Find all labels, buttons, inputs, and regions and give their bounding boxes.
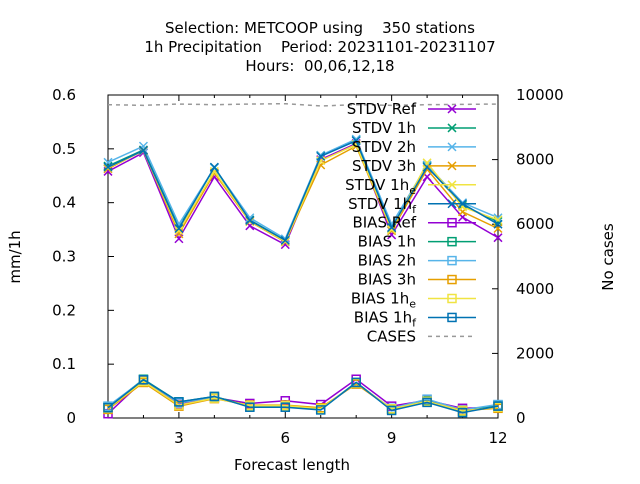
y-tick-label: 0.5 (52, 140, 76, 158)
legend-label-8: BIAS 2h (358, 252, 416, 270)
y-axis-label: mm/1h (6, 230, 24, 283)
series-4-point (174, 226, 184, 236)
series-5-point (103, 162, 113, 172)
series-5-point (493, 219, 503, 229)
series-5-point (387, 222, 397, 232)
series-line-0 (107, 142, 499, 246)
series-5-point (316, 151, 326, 161)
series-line-3 (107, 145, 499, 244)
legend-marker-2 (447, 142, 457, 152)
y-tick-label: 0.6 (52, 86, 76, 104)
series-line-12 (107, 102, 499, 107)
y-tick-label: 0 (66, 409, 76, 427)
series-11-point (422, 397, 432, 408)
y-tick-label: 0.4 (52, 194, 76, 212)
x-tick-label: 9 (387, 429, 397, 447)
chart-title-line-1: Selection: METCOOP using 350 stations (165, 19, 475, 37)
legend-marker-7 (447, 236, 457, 247)
series-line-5 (107, 139, 499, 242)
x-tick-label: 3 (174, 429, 184, 447)
legend-label-3: STDV 3h (352, 157, 416, 175)
series-11-point (493, 401, 503, 411)
legend-label-7: BIAS 1h (358, 233, 416, 251)
series-0-point (493, 233, 503, 243)
y2-tick-label: 8000 (516, 151, 554, 169)
series-line-10 (107, 380, 499, 412)
x-axis-label: Forecast length (234, 456, 350, 474)
legend-marker-5 (447, 199, 457, 209)
legend-marker-3 (447, 161, 457, 171)
legend-marker-1 (447, 123, 457, 133)
chart-title-line-2: 1h Precipitation Period: 20231101-202311… (144, 38, 495, 56)
y2-tick-label: 6000 (516, 215, 554, 233)
series-11-point (209, 391, 220, 402)
legend-label-2: STDV 2h (352, 138, 416, 156)
y2-axis-label: No cases (599, 223, 617, 291)
series-11-point (386, 405, 397, 416)
plot-area: 0 0.1 0.2 0.3 0.4 0.5 0.6 0 2000 4000 6000 8000 1000… (52, 86, 564, 447)
legend-label-0: STDV Ref (347, 100, 417, 118)
y-tick-label: 0.2 (52, 301, 76, 319)
plot-frame (107, 94, 499, 419)
x-tick-label: 6 (280, 429, 290, 447)
series-line-11 (107, 378, 499, 414)
legend-label-1: STDV 1h (352, 119, 416, 137)
y2-tick-label: 0 (516, 409, 526, 427)
series-11-point (103, 403, 113, 413)
legend-marker-8 (447, 255, 457, 266)
series-line-2 (107, 138, 499, 240)
chart-title-line-3: Hours: 00,06,12,18 (245, 57, 394, 75)
legend-label-9: BIAS 3h (358, 271, 416, 289)
series-2-point (493, 213, 503, 223)
series-11-point (245, 402, 255, 412)
series-11-point (138, 375, 149, 385)
legend-label-12: CASES (367, 327, 416, 345)
legend-marker-6 (447, 217, 457, 228)
legend-marker-0 (447, 104, 457, 114)
legend-label-10: BIAS 1he (351, 290, 416, 311)
legend-label-6: BIAS Ref (352, 214, 416, 232)
legend-marker-9 (447, 274, 457, 285)
series-5-point (351, 136, 361, 146)
y2-tick-label: 4000 (516, 280, 554, 298)
series-4-point (387, 225, 397, 235)
series-5-point (209, 162, 219, 172)
series-1-point (103, 161, 113, 171)
series-5-point (422, 162, 432, 172)
series-5-point (280, 235, 290, 245)
series-11-point (351, 377, 361, 388)
series-5-point (245, 215, 255, 225)
x-tick-label: 12 (488, 429, 507, 447)
series-11-point (457, 407, 468, 418)
series-11-point (315, 405, 326, 415)
legend-marker-10 (447, 293, 457, 304)
y-tick-label: 0.1 (52, 355, 76, 373)
legend-label-4: STDV 1he (345, 176, 416, 197)
series-5-point (138, 145, 148, 155)
y-tick-label: 0.3 (52, 248, 76, 266)
series-11-point (174, 397, 184, 407)
series-line-4 (107, 143, 499, 243)
legend-marker-11 (447, 312, 457, 323)
legend-label-5: STDV 1hf (348, 195, 417, 216)
series-11-point (280, 402, 291, 412)
y2-tick-label: 10000 (516, 86, 564, 104)
series-5-point (174, 223, 184, 234)
y2-tick-label: 2000 (516, 344, 554, 362)
legend-marker-4 (447, 180, 457, 190)
legend-label-11: BIAS 1hf (354, 308, 417, 329)
